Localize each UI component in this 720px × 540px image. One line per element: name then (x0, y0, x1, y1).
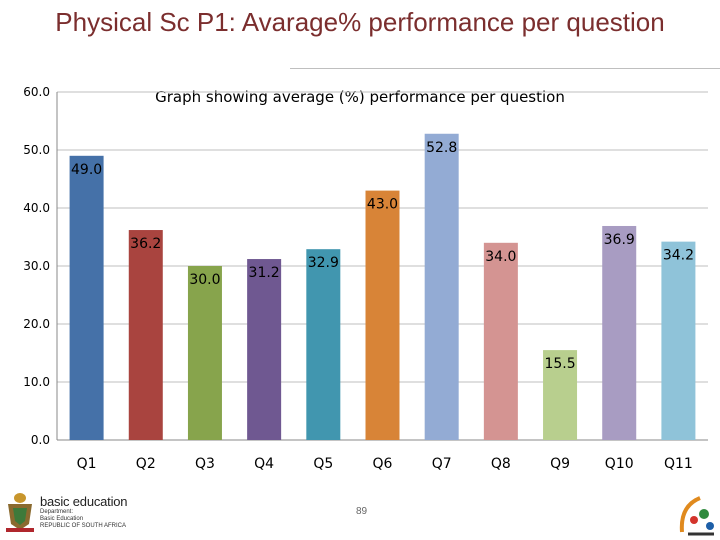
bar-q5 (306, 249, 341, 440)
data-label: 43.0 (367, 197, 398, 213)
y-tick-label: 40.0 (23, 201, 50, 215)
x-tick-label: Q3 (195, 456, 215, 472)
x-tick-label: Q1 (77, 456, 97, 472)
x-tick-label: Q5 (313, 456, 333, 472)
data-label: 36.9 (604, 232, 635, 248)
org-line: REPUBLIC OF SOUTH AFRICA (40, 523, 127, 529)
bar-q6 (365, 190, 400, 440)
data-label: 31.2 (249, 265, 280, 281)
y-tick-label: 50.0 (23, 143, 50, 157)
data-label: 30.0 (189, 272, 220, 288)
coat-of-arms-logo (6, 493, 34, 532)
y-tick-label: 60.0 (23, 85, 50, 99)
org-name: basic education (40, 494, 128, 509)
x-tick-label: Q6 (373, 456, 393, 472)
data-label: 52.8 (426, 140, 457, 156)
x-tick-label: Q7 (432, 456, 452, 472)
data-label: 49.0 (71, 162, 102, 178)
anniversary-logo (679, 496, 714, 536)
x-tick-label: Q4 (254, 456, 274, 472)
y-tick-label: 20.0 (23, 317, 50, 331)
slide-title: Physical Sc P1: Avarage% performance per… (55, 7, 665, 37)
chart-title: Graph showing average (%) performance pe… (155, 88, 565, 106)
page-number: 89 (356, 506, 368, 517)
title-underline (290, 68, 720, 69)
bar-q4 (247, 259, 282, 440)
x-tick-label: Q10 (605, 456, 634, 472)
y-tick-label: 0.0 (31, 433, 50, 447)
x-tick-label: Q8 (491, 456, 511, 472)
data-label: 36.2 (130, 236, 161, 252)
org-line: Department: (40, 509, 74, 515)
bar-q1 (69, 155, 104, 441)
org-block: basic education Department: Basic Educat… (40, 494, 128, 530)
data-label: 34.2 (663, 248, 694, 264)
y-tick-label: 10.0 (23, 375, 50, 389)
data-label: 32.9 (308, 255, 339, 271)
bar-q11 (661, 241, 696, 440)
data-label: 34.0 (485, 249, 516, 265)
x-tick-label: Q9 (550, 456, 570, 472)
bar-q7 (424, 133, 459, 440)
bar-q2 (128, 230, 163, 440)
org-line: Basic Education (40, 516, 84, 522)
bar-q10 (602, 225, 637, 440)
data-label: 15.5 (544, 356, 575, 372)
y-tick-label: 30.0 (23, 259, 50, 273)
bar-q9 (543, 350, 578, 440)
bar-q8 (483, 242, 518, 440)
x-tick-label: Q11 (664, 456, 693, 472)
bar-q3 (187, 266, 222, 440)
x-tick-label: Q2 (136, 456, 156, 472)
